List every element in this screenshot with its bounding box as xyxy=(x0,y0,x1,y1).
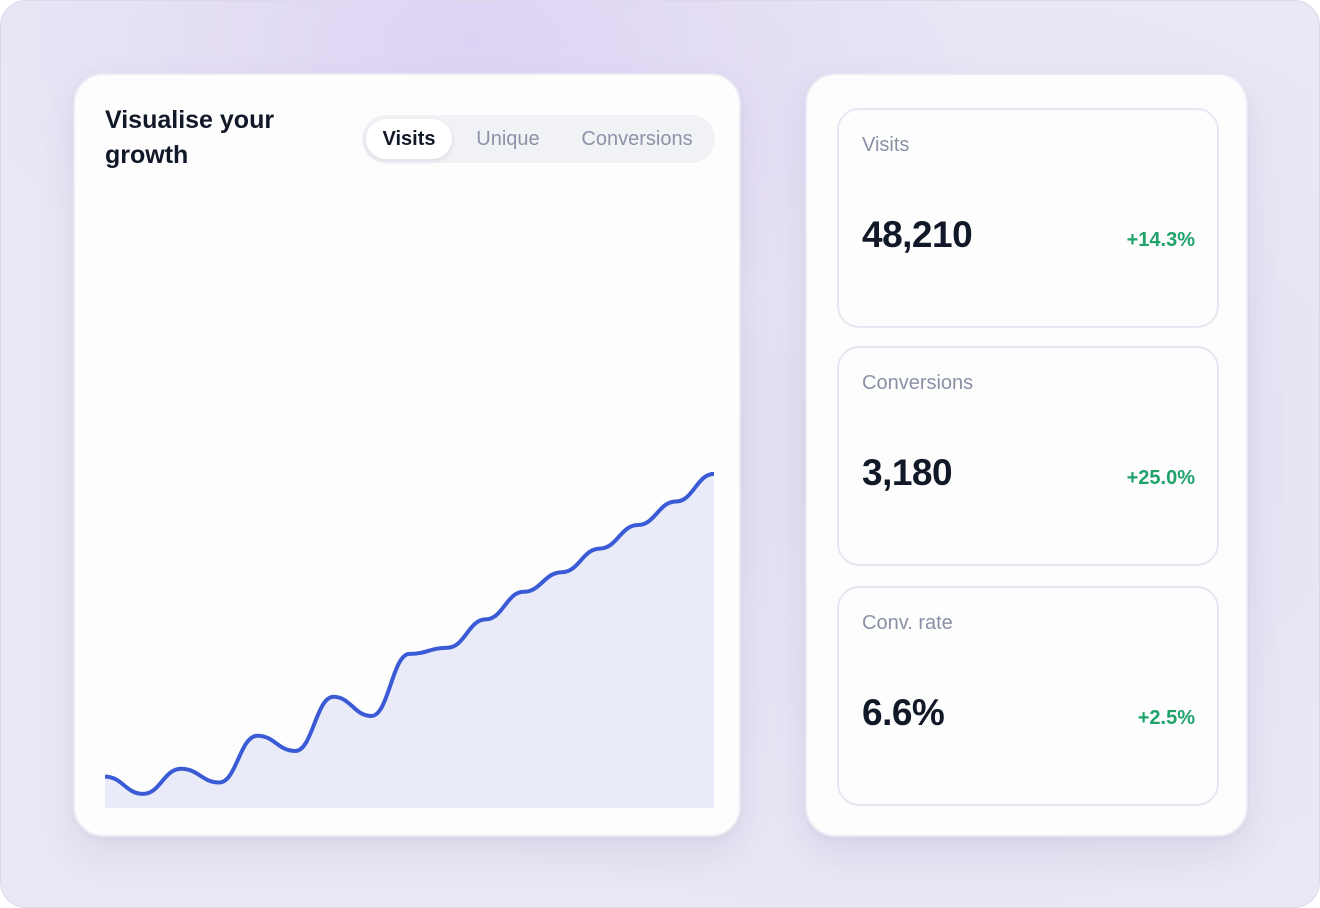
stat-delta: +25.0% xyxy=(1126,467,1195,489)
stat-conv-rate: Conv. rate 6.6% +2.5% xyxy=(837,586,1219,806)
growth-area-chart xyxy=(105,471,714,808)
stat-value: 3,180 xyxy=(862,452,953,493)
stat-value: 48,210 xyxy=(862,214,973,255)
stat-visits: Visits 48,210 +14.3% xyxy=(837,108,1219,328)
chart-series-line xyxy=(105,471,714,796)
tab-conversions[interactable]: Conversions xyxy=(581,127,693,150)
tab-visits[interactable]: Visits xyxy=(366,119,452,159)
stats-card: Visits 48,210 +14.3% Conversions 3,180 +… xyxy=(805,73,1248,837)
stat-delta: +14.3% xyxy=(1126,229,1195,251)
stat-delta: +2.5% xyxy=(1137,707,1195,729)
stat-label: Conversions xyxy=(862,372,974,394)
tab-unique[interactable]: Unique xyxy=(476,127,540,150)
stat-conversions: Conversions 3,180 +25.0% xyxy=(837,346,1219,566)
stat-value: 6.6% xyxy=(862,692,945,733)
growth-chart-card: Visualise your growth Visits Unique Conv… xyxy=(73,73,741,837)
chart-area-fill xyxy=(105,473,714,808)
chart-title: Visualise your growth xyxy=(105,106,275,169)
stat-label: Visits xyxy=(862,134,910,156)
stat-label: Conv. rate xyxy=(862,612,953,634)
metric-tabs: Visits Unique Conversions xyxy=(362,115,715,163)
